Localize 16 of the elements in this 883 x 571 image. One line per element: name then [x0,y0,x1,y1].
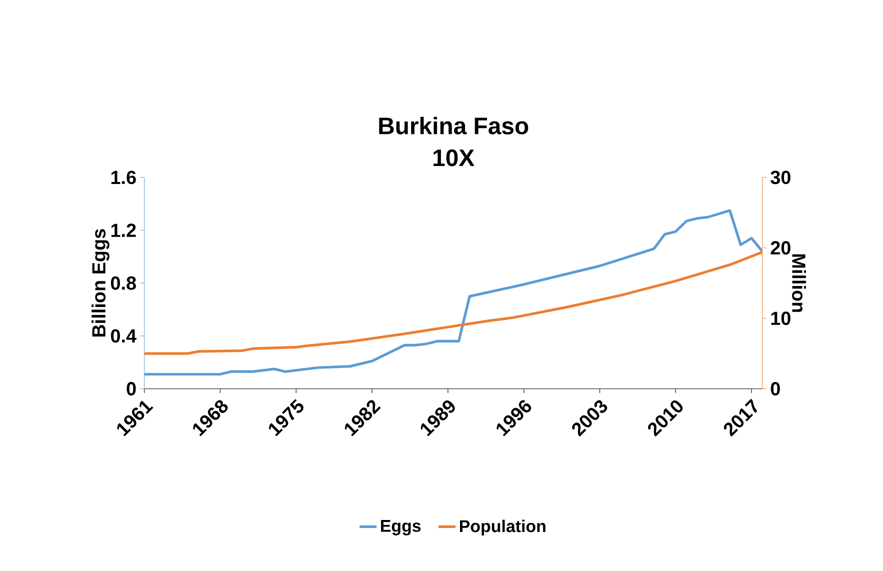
line-series [144,250,762,355]
y-tick-label: 1.2 [111,224,136,237]
y2-axis-title: Million [792,254,806,312]
y2-tick-label: 30 [770,170,790,184]
y-axis-title: Billion Eggs [92,229,110,336]
y2-tick-label: 20 [770,241,790,254]
y-tick-label: 0.8 [110,276,136,290]
y-tick-label: 0.4 [110,329,136,343]
legend-label: Eggs [381,520,421,536]
chart-title: Burkina Faso [379,116,528,134]
y2-tick-label: 10 [771,312,790,325]
y-tick-label: 0 [126,382,136,396]
chart-subtitle: 10X [434,149,474,166]
y-tick-label: 1.6 [111,170,136,184]
y2-tick-label: 0 [770,382,780,396]
legend-label: Population [460,520,546,536]
